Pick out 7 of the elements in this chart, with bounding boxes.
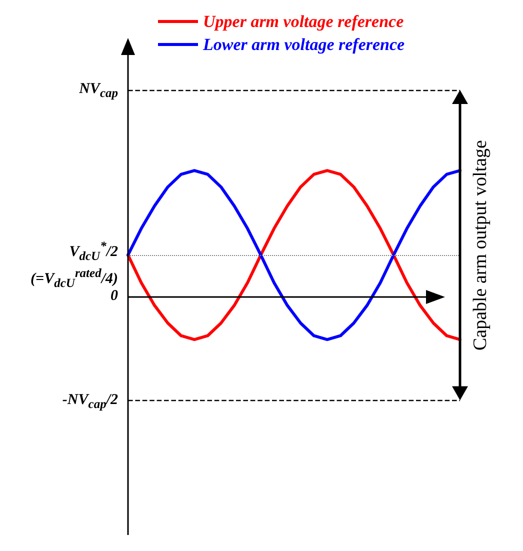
text: Capable arm output voltage [470, 140, 492, 350]
legend-label: Upper arm voltage reference [203, 12, 404, 31]
ref-line-label: NV$_{cap}$ [79, 81, 118, 102]
legend-label: Lower arm voltage reference [202, 35, 406, 54]
ref-line-label: -NV$_{cap}$/2 [62, 392, 118, 413]
text: 0 [110, 288, 118, 305]
text: V$_{dcU}$$^{*}$/2 (=V$_{dcU}$$^{rated}$/4) [30, 239, 118, 290]
